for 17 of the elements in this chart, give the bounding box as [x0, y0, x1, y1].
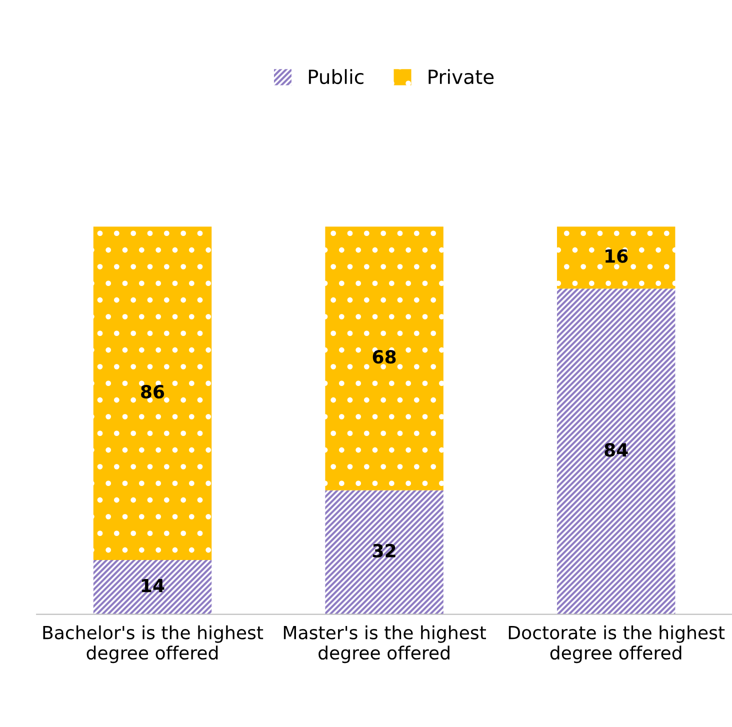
data-label: 84: [604, 443, 628, 457]
bar: [556, 288, 676, 614]
x-tick-label: Master's is the highest degree offered: [284, 625, 486, 664]
data-label: 14: [142, 578, 164, 592]
bar: [556, 226, 676, 289]
legend-label: Private: [428, 69, 494, 84]
legend-label: Public: [308, 69, 364, 84]
x-tick-label: Bachelor's is the highest degree offered: [43, 625, 264, 664]
bar: [93, 226, 212, 560]
data-label: 16: [606, 249, 628, 263]
bar: [325, 490, 444, 614]
data-label: 68: [372, 350, 396, 364]
bar: [325, 226, 444, 490]
data-label: 86: [141, 384, 164, 399]
bar: [93, 560, 212, 614]
x-tick-label: Doctorate is the highest degree offered: [508, 625, 725, 664]
data-label: 32: [372, 544, 396, 558]
